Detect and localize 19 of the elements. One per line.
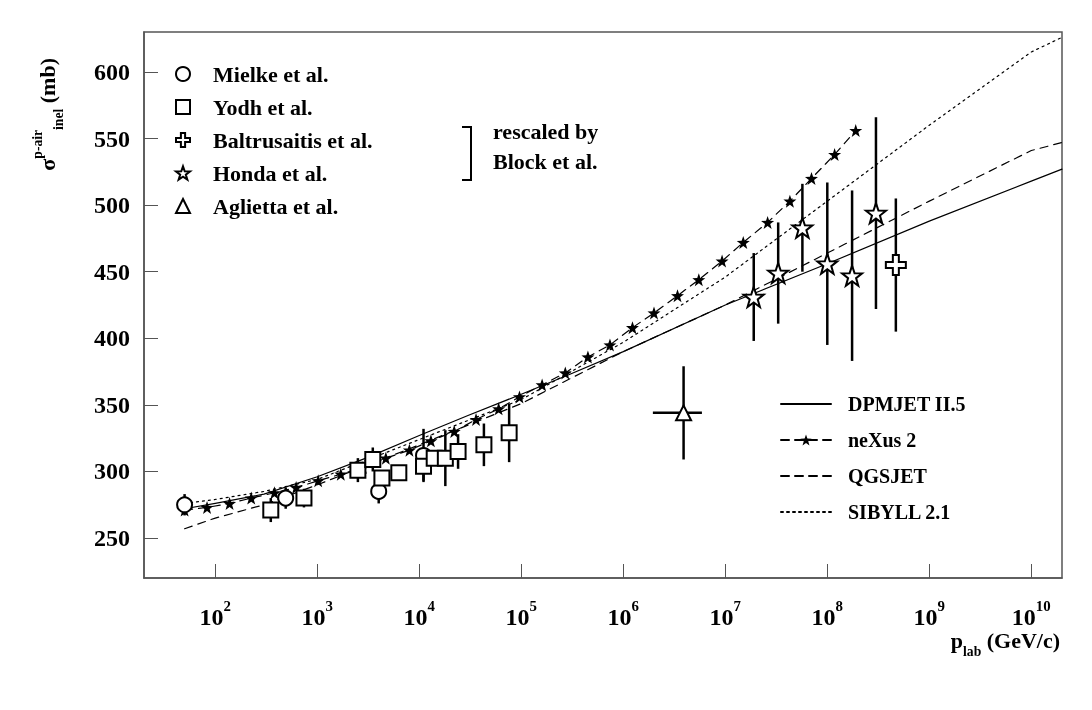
y-axis-title: σp-airinel (mb) xyxy=(29,58,66,171)
y-tick-label: 550 xyxy=(94,125,130,152)
legend-label: Baltrusaitis et al. xyxy=(213,127,373,153)
y-tick-label: 450 xyxy=(94,258,130,285)
legend-label: Mielke et al. xyxy=(213,61,329,87)
annotation: rescaled by Block et al. xyxy=(493,118,604,174)
y-tick-label: 250 xyxy=(94,525,130,552)
legend-label: SIBYLL 2.1 xyxy=(848,501,951,523)
y-tick-label: 600 xyxy=(94,58,130,85)
y-tick-label: 500 xyxy=(94,192,130,219)
legend-label: Aglietta et al. xyxy=(213,193,339,219)
y-tick-label: 350 xyxy=(94,391,130,418)
y-tick-label: 300 xyxy=(94,458,130,485)
y-tick-label: 400 xyxy=(94,325,130,352)
legend-label: DPMJET II.5 xyxy=(848,393,966,415)
legend-label: neXus 2 xyxy=(848,429,917,451)
legend-label: QGSJET xyxy=(848,465,928,487)
legend-label: Honda et al. xyxy=(213,160,328,186)
legend-label: Yodh et al. xyxy=(213,94,313,120)
